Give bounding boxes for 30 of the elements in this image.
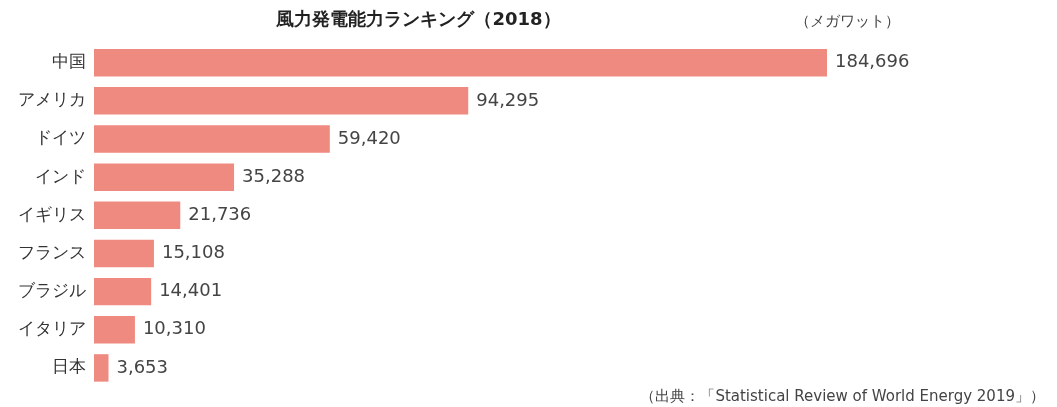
bar	[94, 48, 827, 77]
data-label: 15,108	[161, 241, 225, 263]
y-tick-label: イギリス	[18, 203, 86, 224]
bar	[94, 316, 135, 344]
bar	[94, 201, 181, 230]
y-tick-label: 中国	[52, 51, 86, 72]
data-label: 3,653	[116, 355, 169, 377]
data-label: 10,310	[142, 317, 206, 339]
y-tick-label: ドイツ	[35, 127, 86, 148]
bar	[94, 125, 330, 153]
y-tick-label: アメリカ	[18, 89, 86, 110]
data-label: 35,288	[242, 164, 306, 186]
bar	[94, 354, 109, 382]
text: （メガワット）	[795, 11, 900, 30]
y-tick-label: イタリア	[18, 318, 86, 339]
data-label: 59,420	[337, 126, 401, 148]
bar	[94, 163, 235, 191]
chart-title: 風力発電能力ランキング（2018）	[275, 8, 561, 30]
y-tick-label: インド	[35, 165, 86, 186]
y-tick-label: 日本	[52, 356, 86, 377]
y-tick-label: フランス	[18, 241, 86, 262]
data-label: 184,696	[835, 50, 910, 72]
data-label: 94,295	[476, 88, 540, 110]
bar	[94, 87, 469, 115]
bar	[94, 277, 152, 306]
data-label: 14,401	[159, 279, 223, 301]
y-tick-label: ブラジル	[18, 280, 86, 301]
text: （出典：「Statistical Review of World Energy 2019」）	[640, 387, 1045, 406]
data-label: 21,736	[188, 202, 252, 224]
bar	[94, 239, 154, 268]
